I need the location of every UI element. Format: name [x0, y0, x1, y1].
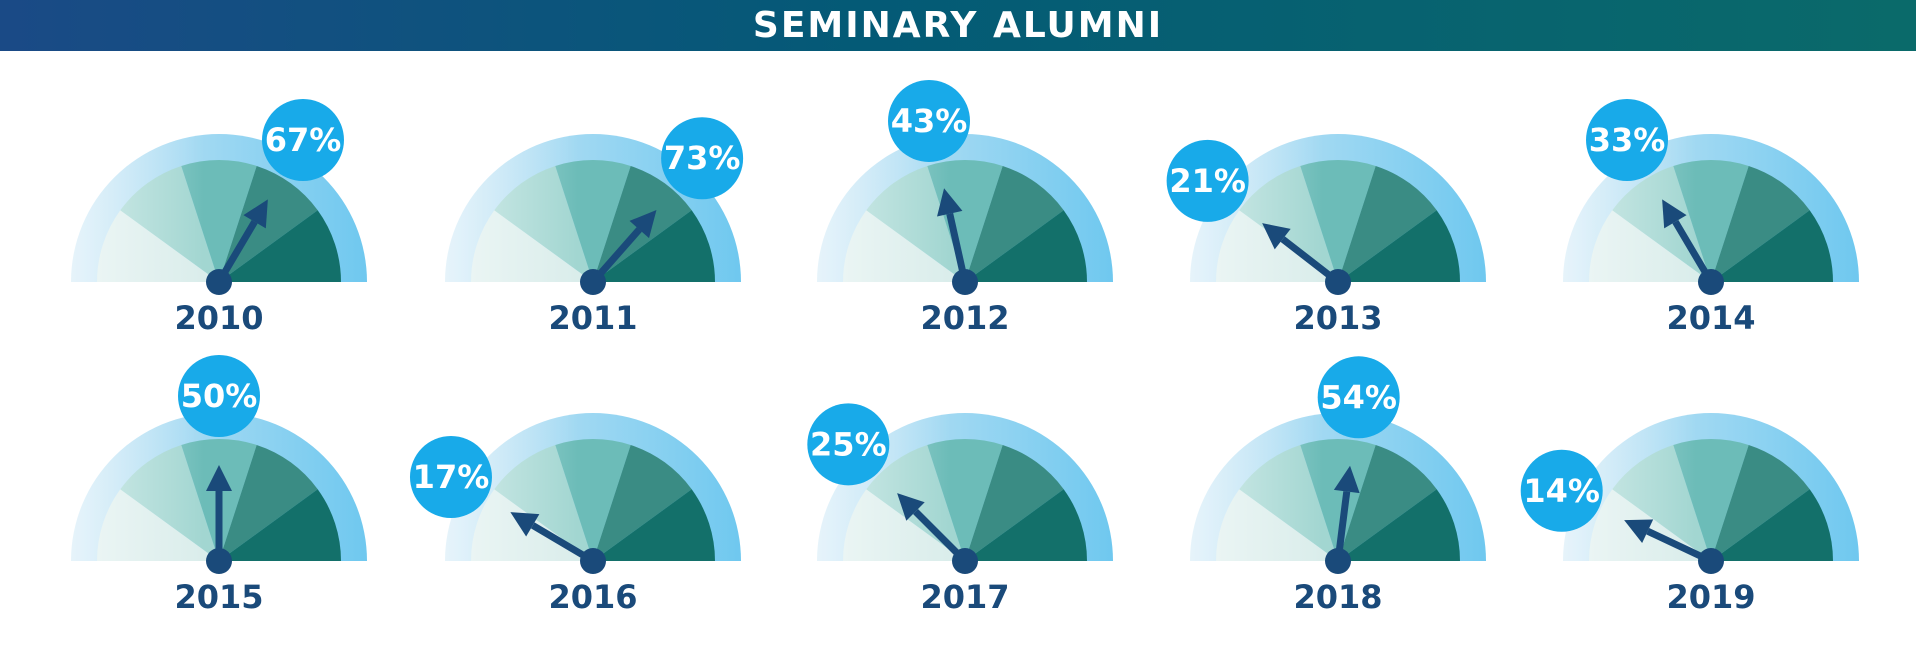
year-label: 2019: [1666, 578, 1755, 616]
gauge-fade: [816, 412, 1114, 561]
gauge-2016: 17% 2016: [409, 412, 742, 616]
gauge-pivot: [580, 548, 606, 574]
gauge-2014: 33% 2014: [1562, 98, 1860, 337]
value-label: 25%: [810, 425, 887, 463]
gauge-needle-arrowhead: [629, 209, 657, 239]
gauge-needle-arrowhead: [243, 199, 268, 229]
value-label: 17%: [413, 458, 490, 496]
gauge-2015: 50% 2015: [70, 355, 368, 616]
year-label: 2018: [1293, 578, 1382, 616]
year-label: 2016: [548, 578, 637, 616]
value-bubble: [807, 403, 890, 486]
value-label: 14%: [1523, 472, 1600, 510]
gauge-pivot: [206, 269, 232, 295]
gauge-2013: 21% 2013: [1166, 133, 1487, 337]
year-label: 2013: [1293, 299, 1382, 337]
gauge-fade: [1562, 412, 1860, 561]
value-bubble: [409, 436, 492, 519]
year-label: 2015: [174, 578, 263, 616]
year-label: 2010: [174, 299, 263, 337]
page-title: SEMINARY ALUMNI: [752, 5, 1164, 46]
gauge-needle-arrowhead: [1333, 465, 1360, 494]
value-label: 50%: [181, 377, 258, 415]
gauge-needle-arrowhead: [937, 188, 963, 217]
value-bubble: [888, 79, 971, 162]
gauge-pivot: [952, 548, 978, 574]
value-bubble: [261, 98, 344, 181]
value-bubble: [1586, 98, 1669, 181]
gauge-pivot: [1325, 548, 1351, 574]
gauge-needle-arrowhead: [1624, 519, 1654, 543]
gauge-2011: 73% 2011: [444, 117, 744, 337]
value-bubble: [1317, 356, 1400, 439]
gauge-pivot: [206, 548, 232, 574]
value-label: 21%: [1169, 162, 1246, 200]
gauge-pivot: [580, 269, 606, 295]
value-label: 33%: [1589, 121, 1666, 159]
gauge-2017: 25% 2017: [807, 403, 1114, 616]
gauge-pivot: [1698, 269, 1724, 295]
gauge-2018: 54% 2018: [1189, 356, 1487, 616]
gauge-fade: [1189, 133, 1487, 282]
value-label: 73%: [664, 139, 741, 177]
gauge-2012: 43% 2012: [816, 79, 1114, 337]
gauge-needle-arrowhead: [897, 493, 925, 521]
value-label: 54%: [1320, 378, 1397, 416]
year-label: 2014: [1666, 299, 1755, 337]
value-bubble: [1166, 139, 1249, 222]
value-label: 43%: [891, 102, 968, 140]
gauge-pivot: [952, 269, 978, 295]
gauge-needle-arrowhead: [1262, 223, 1291, 250]
gauge-needle-arrowhead: [1662, 199, 1687, 229]
gauge-2019: 14% 2019: [1520, 412, 1860, 616]
year-label: 2017: [920, 578, 1009, 616]
gauge-needle-arrowhead: [206, 465, 232, 491]
year-label: 2011: [548, 299, 637, 337]
value-bubble: [1520, 449, 1603, 532]
value-bubble: [178, 355, 260, 437]
value-bubble: [661, 117, 744, 200]
title-banner: SEMINARY ALUMNI: [0, 0, 1916, 51]
year-label: 2012: [920, 299, 1009, 337]
gauge-2010: 67% 2010: [70, 98, 368, 337]
gauge-fade: [816, 133, 1114, 282]
gauge-pivot: [1698, 548, 1724, 574]
gauge-needle-arrowhead: [510, 512, 540, 537]
value-label: 67%: [265, 121, 342, 159]
gauge-pivot: [1325, 269, 1351, 295]
